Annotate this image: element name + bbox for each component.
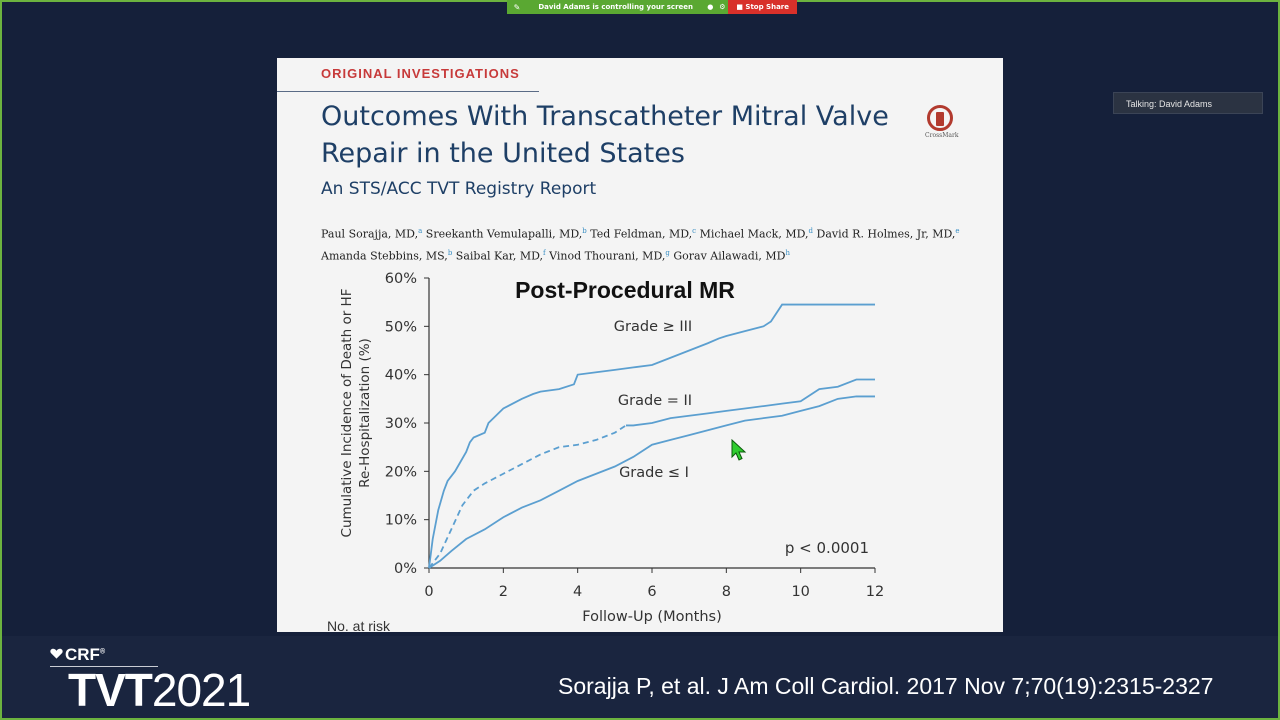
series-line xyxy=(625,378,875,427)
y-tick-label: 40% xyxy=(385,368,417,384)
y-tick-label: 20% xyxy=(385,464,417,480)
author-name: Paul Sorajja, MD, xyxy=(321,227,419,241)
y-tick-label: 10% xyxy=(385,513,417,529)
crf-registered-mark: ® xyxy=(99,648,106,656)
event-name: TVT xyxy=(68,664,153,716)
author-name: Gorav Ailawadi, MD xyxy=(669,249,786,263)
stop-share-label: Stop Share xyxy=(745,3,789,11)
author-affiliation-mark[interactable]: a xyxy=(418,227,423,235)
crf-divider xyxy=(50,666,158,667)
series-line xyxy=(428,303,875,569)
km-curve-chart: Post-Procedural MR Cumulative Incidence … xyxy=(339,271,884,625)
y-axis-label-line-2: Re-Hospitalization (%) xyxy=(357,338,373,488)
author-name: David R. Holmes, Jr, MD, xyxy=(813,227,956,241)
x-tick-label: 6 xyxy=(647,584,656,600)
author-name: Sreekanth Vemulapalli, MD, xyxy=(422,227,583,241)
author-affiliation-mark[interactable]: e xyxy=(955,227,960,235)
citation-text: Sorajja P, et al. J Am Coll Cardiol. 201… xyxy=(558,673,1214,699)
x-axis-label: Follow-Up (Months) xyxy=(582,609,721,625)
series-label: Grade ≥ III xyxy=(614,319,692,335)
author-name: Ted Feldman, MD, xyxy=(586,227,693,241)
chart-title: Post-Procedural MR xyxy=(515,277,735,303)
plot-area: 0% 10% 20% 30% 40% 50% 60% 0 2 4 6 8 10 12 Grade ≥ III… xyxy=(385,271,884,600)
author-line-2: Amanda Stebbins, MS,b Saibal Kar, MD,f V… xyxy=(321,244,981,266)
p-value-annotation: p < 0.0001 xyxy=(785,539,869,557)
crf-heart-icon xyxy=(50,648,63,659)
stop-icon: ■ xyxy=(736,3,746,11)
y-tick-label: 0% xyxy=(394,561,417,577)
article-title: Outcomes With Transcatheter Mitral Valve… xyxy=(321,98,941,172)
footer-banner xyxy=(0,636,1280,720)
y-tick-label: 30% xyxy=(385,416,417,432)
series-line-dashed xyxy=(428,424,627,569)
crf-logo: CRF® xyxy=(50,645,105,665)
article-subtitle: An STS/ACC TVT Registry Report xyxy=(321,179,597,199)
x-tick-label: 10 xyxy=(791,584,809,600)
control-message: David Adams is controlling your screen xyxy=(538,3,693,11)
author-affiliation-mark[interactable]: h xyxy=(785,248,790,257)
author-affiliation-mark[interactable]: b xyxy=(582,227,587,235)
kicker-divider xyxy=(277,91,539,92)
event-year: 2021 xyxy=(151,664,251,716)
series-label: Grade = II xyxy=(618,393,692,409)
x-tick-label: 0 xyxy=(424,584,433,600)
author-affiliation-mark[interactable]: d xyxy=(808,227,814,235)
settings-icon[interactable]: ⚙ xyxy=(719,3,726,11)
title-line-2: Repair in the United States xyxy=(321,138,685,169)
y-axis-label-line-1: Cumulative Incidence of Death or HF xyxy=(339,289,355,538)
author-name: Saibal Kar, MD, xyxy=(452,249,544,263)
mouse-cursor-icon xyxy=(731,439,747,461)
y-tick-label: 60% xyxy=(385,271,417,287)
event-logo: TVT2021 xyxy=(68,662,251,718)
author-affiliation-mark[interactable]: b xyxy=(447,248,453,257)
y-tick-label: 50% xyxy=(385,319,417,335)
author-affiliation-mark[interactable]: g xyxy=(665,248,670,257)
author-list: Paul Sorajja, MD,a Sreekanth Vemulapalli… xyxy=(321,222,981,265)
author-name: Vinod Thourani, MD, xyxy=(545,249,666,263)
screen-control-bar: ✎ David Adams is controlling your screen… xyxy=(507,0,797,14)
author-name: Michael Mack, MD, xyxy=(696,227,809,241)
x-tick-label: 12 xyxy=(866,584,884,600)
presentation-slide: ORIGINAL INVESTIGATIONS Outcomes With Tr… xyxy=(277,58,1003,632)
x-tick-label: 8 xyxy=(722,584,731,600)
title-line-1: Outcomes With Transcatheter Mitral Valve xyxy=(321,101,889,132)
mic-icon[interactable]: ● xyxy=(707,3,714,11)
author-affiliation-mark[interactable]: f xyxy=(543,248,546,257)
author-name: Amanda Stebbins, MS, xyxy=(321,249,448,263)
talking-indicator: Talking: David Adams xyxy=(1113,92,1263,114)
stop-share-button[interactable]: ■ Stop Share xyxy=(728,0,797,14)
section-kicker: ORIGINAL INVESTIGATIONS xyxy=(321,66,520,81)
series-label: Grade ≤ I xyxy=(619,465,689,481)
at-risk-label: No. at risk xyxy=(327,618,391,632)
author-affiliation-mark[interactable]: c xyxy=(692,227,697,235)
series-line xyxy=(428,395,875,569)
x-tick-label: 2 xyxy=(499,584,508,600)
crossmark-logo: CrossMark xyxy=(925,105,959,139)
x-tick-label: 4 xyxy=(573,584,582,600)
crf-brand: CRF xyxy=(65,645,100,664)
crossmark-label: CrossMark xyxy=(925,132,959,139)
crossmark-icon xyxy=(927,105,953,131)
remote-control-icon: ✎ xyxy=(513,2,521,12)
author-line-1: Paul Sorajja, MD,a Sreekanth Vemulapalli… xyxy=(321,222,981,244)
